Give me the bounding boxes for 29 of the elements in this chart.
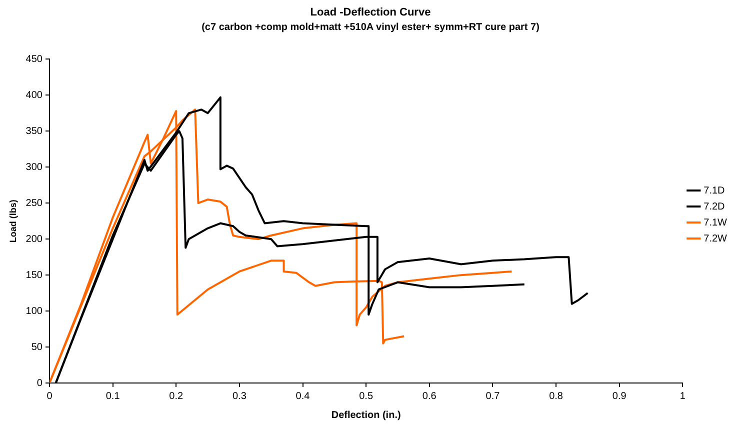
y-tick-label: 200 — [26, 234, 43, 245]
legend-label: 7.1D — [704, 185, 725, 196]
y-tick-label: 150 — [26, 270, 43, 281]
y-tick-label: 350 — [26, 126, 43, 137]
y-tick-label: 100 — [26, 306, 43, 317]
y-tick-label: 250 — [26, 198, 43, 209]
x-tick-label: 0.9 — [612, 390, 627, 402]
x-tick-label: 0.5 — [359, 390, 374, 402]
legend-label: 7.1W — [704, 217, 728, 228]
y-tick-label: 50 — [31, 342, 43, 353]
y-tick-label: 400 — [26, 90, 43, 101]
x-tick-label: 0.8 — [549, 390, 564, 402]
x-axis-title: Deflection (in.) — [331, 410, 401, 421]
x-tick-label: 0.4 — [296, 390, 310, 402]
y-tick-label: 0 — [36, 378, 43, 389]
legend-label: 7.2W — [704, 233, 728, 244]
y-tick-label: 300 — [26, 162, 43, 173]
x-tick-label: 0.1 — [106, 390, 120, 402]
legend-label: 7.2D — [704, 201, 725, 212]
x-tick-label: 0.6 — [422, 390, 437, 402]
chart-subtitle: (c7 carbon +comp mold+matt +510A vinyl ester+ symm+RT cure part 7) — [202, 22, 540, 33]
y-axis-title: Load (lbs) — [8, 200, 18, 243]
chart-title: Load -Deflection Curve — [310, 6, 431, 19]
x-tick-label: 0.3 — [232, 390, 247, 402]
y-tick-label: 450 — [26, 54, 43, 65]
x-tick-label: 0.2 — [169, 390, 184, 402]
x-tick-label: 1 — [680, 390, 686, 402]
x-tick-label: 0 — [46, 390, 53, 402]
x-tick-label: 0.7 — [486, 390, 500, 402]
